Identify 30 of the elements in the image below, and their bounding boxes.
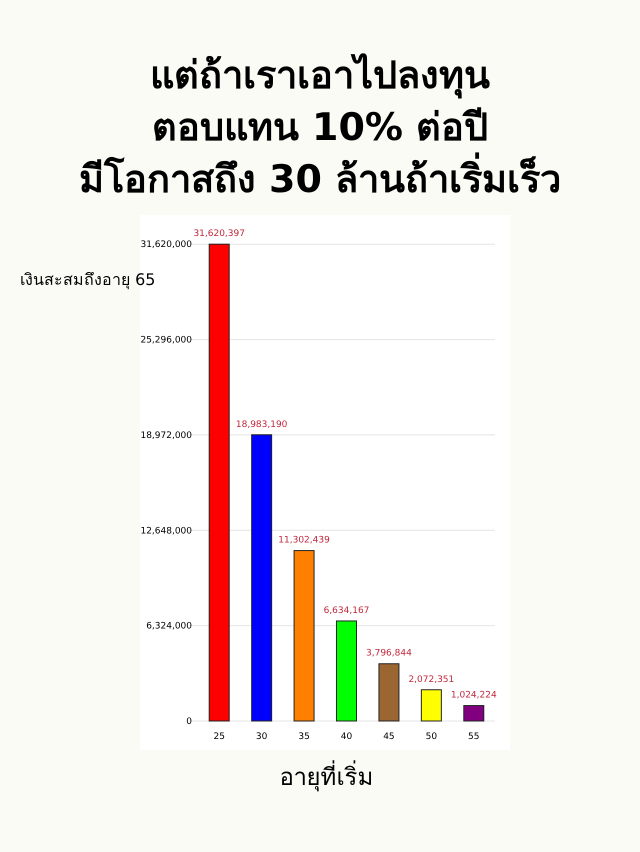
y-tick-label: 6,324,000 [146,622,192,632]
x-tick-label: 25 [213,732,225,742]
bar [251,434,272,722]
data-label: 11,302,439 [278,536,330,546]
bar [463,705,484,722]
bar [294,550,315,722]
x-tick-label: 55 [468,732,480,742]
y-tick-label: 31,620,000 [140,240,192,250]
chart-title: แต่ถ้าเราเอาไปลงทุน ตอบแทน 10% ต่อปี มีโอกาสถึง 30 ล้านถ้าเริ่มเร็ว [78,53,562,201]
data-label: 2,072,351 [408,674,454,685]
data-label: 6,634,167 [324,606,370,616]
data-label: 18,983,190 [236,420,288,430]
x-axis-title: อายุที่เริ่ม [280,760,374,792]
y-tick-label: 18,972,000 [140,430,192,441]
bar [378,663,400,722]
data-label: 31,620,397 [193,229,245,240]
bar [420,689,442,722]
bar [336,620,357,722]
x-tick-label: 30 [256,732,268,742]
data-label: 3,796,844 [366,648,412,659]
y-tick-label: 25,296,000 [140,336,192,346]
x-tick-label: 35 [298,732,310,742]
y-tick-label: 12,648,000 [140,526,192,536]
y-axis-title: เงินสะสมถึงอายุ 65 [20,270,156,290]
bar [208,244,230,722]
y-tick-label: 0 [186,717,192,727]
x-tick-label: 45 [383,732,395,742]
data-label: 1,024,224 [450,690,497,701]
x-tick-label: 50 [426,732,438,742]
x-tick-label: 40 [340,732,352,742]
